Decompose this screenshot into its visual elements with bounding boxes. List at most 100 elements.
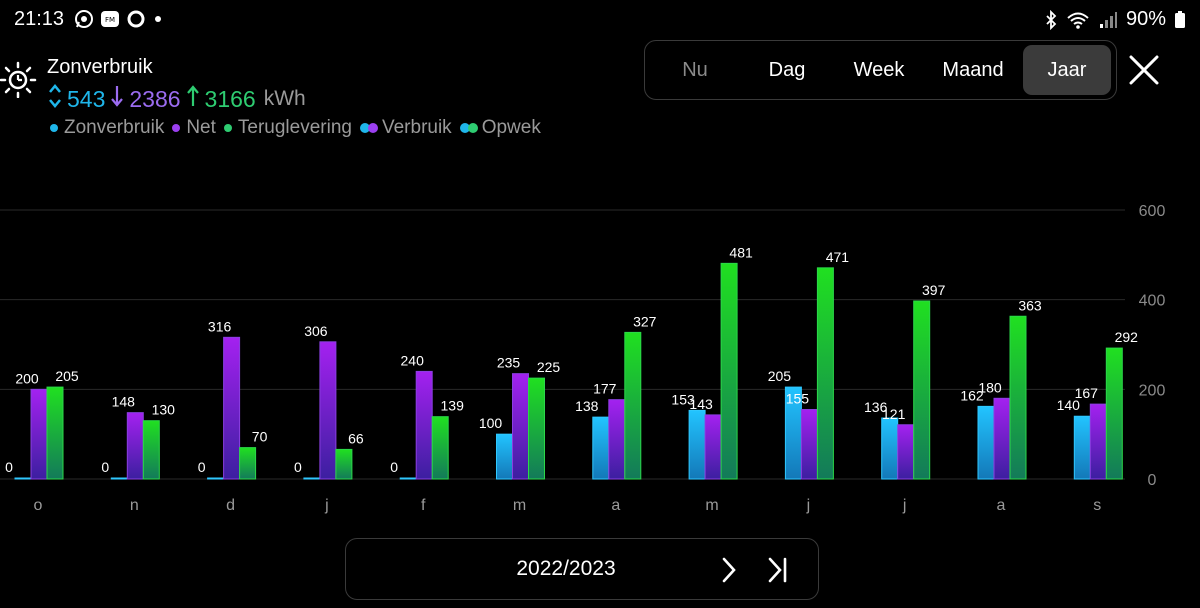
solar-consumption-icon — [0, 58, 40, 99]
tab-dag[interactable]: Dag — [768, 59, 806, 81]
y-tick-label: 0 — [1148, 472, 1157, 489]
bar-zonverbruik-11[interactable] — [1073, 415, 1091, 480]
data-label: 0 — [390, 459, 398, 475]
legend-dot-icon — [50, 124, 58, 132]
bar-net-9[interactable] — [897, 424, 915, 480]
bar-teruglevering-8[interactable] — [816, 267, 834, 480]
bar-zonverbruik-0[interactable] — [14, 477, 32, 480]
next-period-button[interactable] — [714, 555, 744, 585]
data-label: 136 — [864, 399, 888, 415]
import-arrow-icon — [109, 83, 125, 115]
bar-teruglevering-9[interactable] — [913, 300, 931, 480]
data-label: 306 — [304, 323, 328, 339]
legend-label: Zonverbruik — [64, 117, 165, 138]
data-label: 205 — [55, 368, 79, 384]
bar-teruglevering-6[interactable] — [624, 331, 642, 480]
data-label: 0 — [5, 459, 13, 475]
legend-item-teruglevering[interactable]: Teruglevering — [223, 117, 352, 139]
bar-net-11[interactable] — [1089, 403, 1107, 480]
battery-icon — [1174, 10, 1186, 30]
bar-zonverbruik-5[interactable] — [496, 433, 513, 480]
signal-icon — [1098, 10, 1118, 30]
bar-net-8[interactable] — [800, 409, 818, 480]
bar-teruglevering-7[interactable] — [720, 262, 738, 480]
data-label: 235 — [497, 355, 521, 371]
tab-nu[interactable]: Nu — [682, 59, 708, 81]
data-label: 180 — [978, 379, 1002, 395]
bar-zonverbruik-4[interactable] — [399, 477, 417, 480]
y-tick-label: 200 — [1139, 382, 1166, 399]
svg-text:FM: FM — [105, 16, 115, 24]
bar-teruglevering-1[interactable] — [142, 420, 160, 480]
bar-zonverbruik-1[interactable] — [110, 477, 128, 480]
x-tick-label: a — [611, 497, 620, 514]
bar-teruglevering-0[interactable] — [46, 386, 64, 480]
bar-teruglevering-5[interactable] — [528, 377, 545, 480]
x-tick-label: j — [902, 497, 907, 514]
year-range-label: 2022/2023 — [516, 557, 616, 580]
x-tick-label: j — [324, 497, 329, 514]
data-label: 0 — [101, 459, 109, 475]
total-grid-export: 3166 — [204, 85, 256, 112]
bar-teruglevering-3[interactable] — [335, 448, 353, 480]
data-label: 292 — [1115, 329, 1139, 345]
status-time: 21:13 — [14, 8, 65, 30]
x-tick-label: o — [34, 497, 43, 514]
bar-zonverbruik-6[interactable] — [592, 416, 610, 480]
bar-teruglevering-4[interactable] — [431, 416, 449, 480]
close-button[interactable] — [1124, 50, 1164, 90]
bar-net-7[interactable] — [704, 414, 722, 480]
bar-net-3[interactable] — [319, 341, 337, 480]
data-label: 0 — [198, 459, 206, 475]
data-label: 225 — [537, 359, 561, 375]
close-icon — [1129, 55, 1159, 85]
bar-net-4[interactable] — [415, 370, 433, 480]
bar-teruglevering-11[interactable] — [1105, 347, 1123, 480]
bar-net-10[interactable] — [993, 397, 1011, 480]
chart-legend: Zonverbruik Net Teruglevering Verbruik O… — [50, 117, 541, 139]
bar-zonverbruik-2[interactable] — [207, 477, 225, 480]
data-label: 140 — [1057, 397, 1081, 413]
chevron-right-icon — [722, 557, 736, 583]
legend-label: Verbruik — [381, 117, 452, 138]
x-tick-label: m — [705, 497, 718, 514]
data-label: 70 — [252, 429, 268, 445]
data-label: 471 — [826, 249, 850, 265]
bar-net-0[interactable] — [30, 388, 48, 480]
data-label: 66 — [348, 430, 364, 446]
legend-item-verbruik[interactable]: Verbruik — [359, 117, 452, 139]
data-label: 121 — [882, 406, 906, 422]
tab-maand[interactable]: Maand — [942, 59, 1004, 81]
x-tick-label: m — [513, 497, 526, 514]
data-label: 148 — [112, 394, 136, 410]
bar-teruglevering-2[interactable] — [239, 447, 257, 480]
bar-net-2[interactable] — [223, 336, 241, 480]
data-label: 162 — [960, 387, 984, 403]
bar-teruglevering-10[interactable] — [1009, 315, 1027, 480]
bar-net-5[interactable] — [512, 373, 529, 480]
bar-zonverbruik-9[interactable] — [881, 417, 899, 480]
x-tick-label: n — [130, 497, 139, 514]
last-period-button[interactable] — [764, 555, 794, 585]
data-label: 143 — [689, 396, 713, 412]
legend-dual-dot-icon — [459, 122, 480, 134]
data-label: 177 — [593, 381, 617, 397]
bar-net-1[interactable] — [126, 412, 144, 480]
tab-jaar[interactable]: Jaar — [1023, 45, 1111, 95]
bar-zonverbruik-7[interactable] — [688, 409, 706, 480]
bar-zonverbruik-10[interactable] — [977, 405, 995, 480]
y-tick-label: 600 — [1139, 203, 1166, 220]
data-label: 155 — [786, 391, 810, 407]
data-label: 130 — [152, 402, 176, 418]
data-label: 363 — [1018, 297, 1042, 313]
bar-zonverbruik-3[interactable] — [303, 477, 321, 480]
tab-week[interactable]: Week — [853, 59, 905, 81]
legend-item-net[interactable]: Net — [172, 117, 216, 139]
totals-summary: 543 2386 3166 kWh — [47, 83, 306, 115]
legend-item-zonverbruik[interactable]: Zonverbruik — [50, 117, 164, 139]
solar-both-arrows-icon — [47, 83, 63, 115]
bar-net-6[interactable] — [608, 399, 626, 480]
legend-item-opwek[interactable]: Opwek — [459, 117, 541, 139]
data-label: 240 — [401, 352, 425, 368]
data-label: 0 — [294, 459, 302, 475]
